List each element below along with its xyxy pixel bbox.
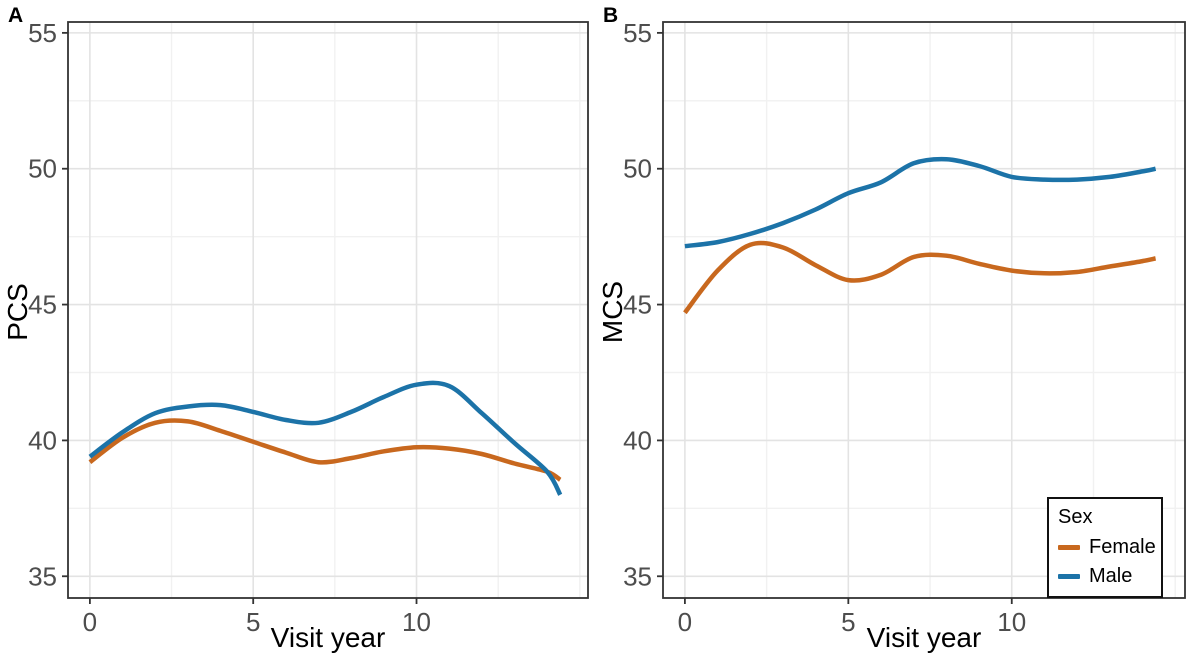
- male-line: [88, 380, 563, 496]
- y-tick-label: 40: [28, 425, 57, 455]
- panel-a-x-axis-title: Visit year: [270, 622, 386, 653]
- legend-label-male: Male: [1089, 565, 1133, 587]
- y-tick-label: 50: [28, 154, 57, 184]
- y-tick-label: 40: [623, 425, 652, 455]
- panel-a-plot: 35 40 45 50 55 0 5 10: [28, 18, 589, 637]
- panel-b-tag: B: [603, 4, 619, 27]
- male-line: [684, 156, 1157, 249]
- x-tick-label: 0: [678, 607, 692, 637]
- y-tick-label: 35: [623, 561, 652, 591]
- legend-box: Sex Female Male: [1047, 497, 1163, 598]
- panel-b-x-axis-title: Visit year: [866, 622, 982, 653]
- y-tick-label: 35: [28, 561, 57, 591]
- legend-item-male: Male: [1058, 565, 1153, 587]
- legend-label-female: Female: [1089, 536, 1156, 558]
- y-tick-label: 45: [623, 290, 652, 320]
- y-tick-label: 55: [28, 18, 57, 48]
- x-tick-label: 10: [402, 607, 431, 637]
- panel-b-y-axis-title: MCS: [597, 280, 628, 344]
- female-line: [88, 418, 562, 482]
- x-tick-label: 5: [841, 607, 855, 637]
- female-line-swatch: [1058, 544, 1080, 550]
- panel-a-tag: A: [8, 4, 24, 27]
- x-tick-label: 5: [246, 607, 260, 637]
- y-tick-label: 55: [623, 18, 652, 48]
- male-line-swatch: [1058, 573, 1080, 579]
- y-tick-label: 50: [623, 154, 652, 184]
- legend-item-female: Female: [1058, 536, 1156, 558]
- legend-title: Sex: [1058, 506, 1093, 528]
- panel-a-y-axis-title: PCS: [2, 283, 33, 341]
- y-tick-label: 45: [28, 290, 57, 320]
- x-tick-label: 0: [83, 607, 97, 637]
- female-line: [683, 240, 1157, 315]
- x-tick-label: 10: [997, 607, 1026, 637]
